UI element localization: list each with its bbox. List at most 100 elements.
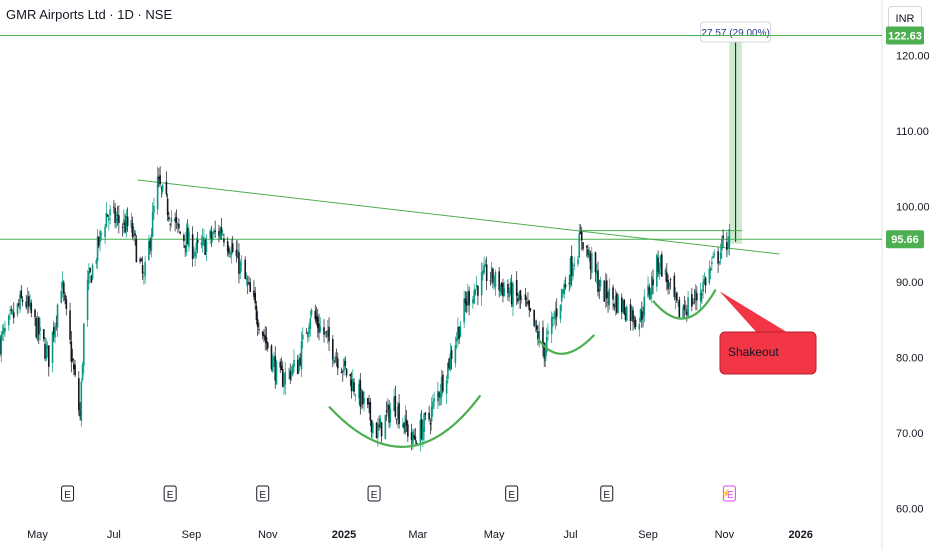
candle-body <box>605 280 608 299</box>
candle-body <box>525 302 528 304</box>
candle-body <box>537 330 539 341</box>
candle-body <box>113 206 115 208</box>
candle-body <box>203 237 205 239</box>
candle-body <box>245 278 248 280</box>
candle-body <box>622 301 624 311</box>
candle-body <box>183 234 185 242</box>
candle-body <box>458 326 460 339</box>
candle-body <box>220 227 223 234</box>
candle-body <box>393 397 395 411</box>
candle-body <box>193 255 195 256</box>
candle-body <box>415 442 418 445</box>
candle-body <box>704 277 707 286</box>
candle-body <box>191 234 194 259</box>
candle-body <box>684 308 687 312</box>
candle-body <box>500 283 503 287</box>
candle-body <box>447 362 449 380</box>
y-tick-label: 60.00 <box>896 504 924 516</box>
candle-body <box>554 311 557 320</box>
candle-body <box>255 305 258 321</box>
candle-body <box>538 331 541 344</box>
candle-body <box>265 337 268 344</box>
candle-body <box>432 401 434 409</box>
candle-body <box>726 242 728 250</box>
y-tick-label: 70.00 <box>896 428 924 440</box>
candle-body <box>498 271 500 291</box>
chart-title: GMR Airports Ltd · 1D · NSE <box>6 7 173 22</box>
candle-body <box>658 266 661 274</box>
candle-body <box>205 240 208 253</box>
candle-body <box>483 265 485 273</box>
candle-body <box>271 357 274 372</box>
candle-body <box>326 330 329 337</box>
x-tick-label: May <box>484 529 505 541</box>
candle-body <box>141 264 144 274</box>
candle-body <box>607 301 609 303</box>
candle-body <box>388 405 390 423</box>
candle-body <box>19 294 21 310</box>
x-tick-label: Jul <box>107 529 121 541</box>
candle-body <box>249 282 252 292</box>
candle-body <box>230 246 233 256</box>
candle-body <box>625 306 628 321</box>
trendline <box>137 179 780 255</box>
x-tick-label: Nov <box>715 529 735 541</box>
earnings-marker-label: E <box>603 490 610 501</box>
earnings-marker-label: E <box>167 490 174 501</box>
candle-body <box>104 226 106 238</box>
candle-body <box>727 245 729 247</box>
candle-body <box>413 434 415 438</box>
candle-body <box>722 235 724 239</box>
candle-body <box>95 260 98 264</box>
candle-body <box>349 373 352 377</box>
candle-body <box>235 249 238 257</box>
candle-body <box>223 238 225 243</box>
candle-body <box>114 208 116 223</box>
candle-body <box>718 261 721 263</box>
candle-body <box>188 231 190 247</box>
candle-body <box>109 209 111 216</box>
candle-body <box>344 360 347 366</box>
candle-body <box>73 363 75 370</box>
candle-body <box>218 231 220 236</box>
candle-body <box>88 271 90 284</box>
candle-body <box>632 310 634 322</box>
candle-body <box>673 275 676 297</box>
callout-label: Shakeout <box>728 345 779 359</box>
candle-body <box>310 309 313 316</box>
candle-body <box>572 268 574 277</box>
candle-body <box>7 315 10 326</box>
earnings-marker-label: E <box>371 490 378 501</box>
candle-body <box>37 317 40 335</box>
candle-body <box>597 270 599 293</box>
candle-body <box>226 241 229 252</box>
candle-body <box>429 422 432 425</box>
candle-body <box>703 279 706 284</box>
candle-body <box>150 234 153 251</box>
candle-body <box>319 326 322 332</box>
candle-body <box>258 328 260 330</box>
candle-body <box>130 220 133 229</box>
candle-body <box>544 348 547 362</box>
candle-body <box>290 371 293 375</box>
candle-body <box>529 308 532 311</box>
candle-body <box>354 394 357 397</box>
candle-body <box>45 345 48 359</box>
candle-body <box>463 298 465 323</box>
candle-body <box>465 301 468 306</box>
candle-body <box>585 246 588 248</box>
price-label: 122.63 <box>888 30 922 42</box>
candle-body <box>454 345 457 364</box>
candle-body <box>701 294 703 296</box>
candle-body <box>238 252 240 274</box>
candle-body <box>450 350 453 359</box>
candle-body <box>47 345 50 367</box>
candle-body <box>254 292 257 304</box>
candle-body <box>674 293 677 299</box>
candle-body <box>266 342 269 349</box>
candle-body <box>293 359 295 367</box>
candle-body <box>545 336 548 353</box>
candle-body <box>402 424 404 427</box>
candle-body <box>17 303 20 306</box>
